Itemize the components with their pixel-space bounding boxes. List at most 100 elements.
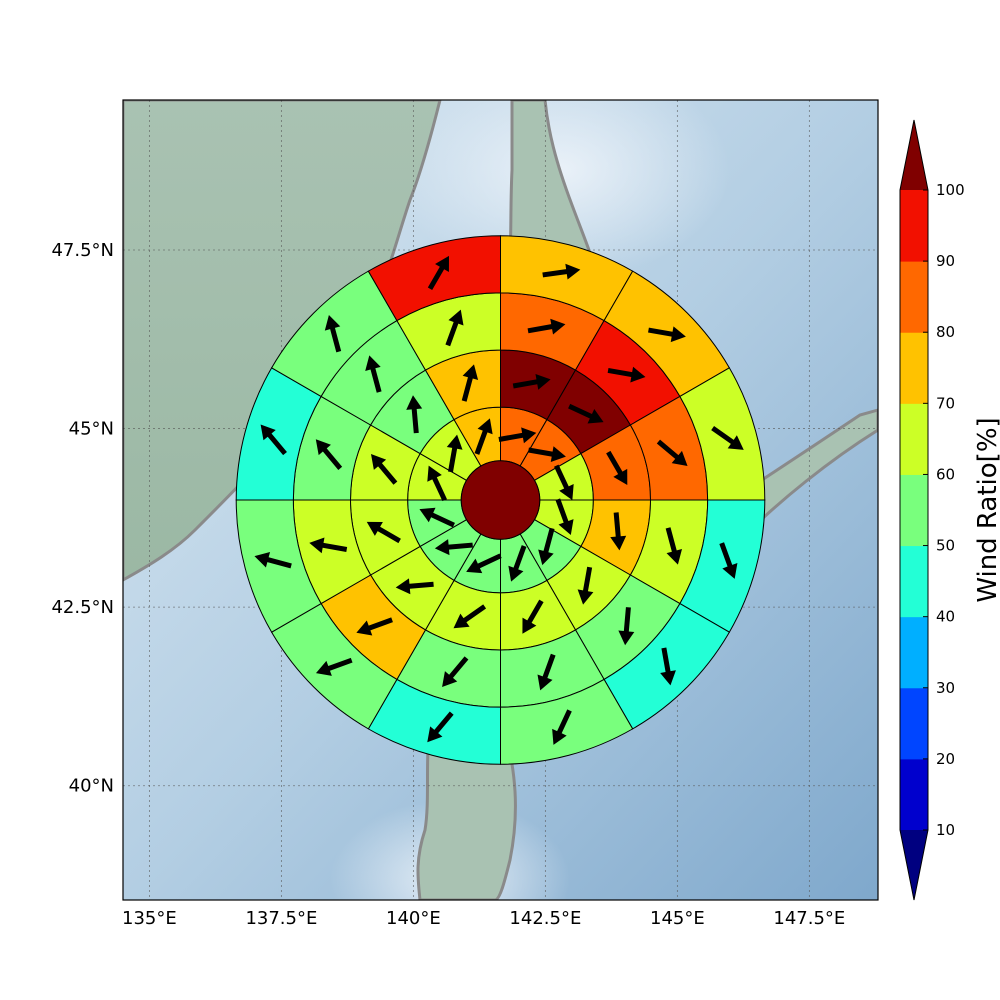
wind-arrow [527, 318, 566, 335]
wind-arrow [538, 527, 555, 566]
wind-arrow [434, 539, 473, 556]
wind-arrow-shape [607, 366, 646, 383]
wind-arrow-shape [0, 0, 19, 8]
wind-arrow-shape [711, 426, 744, 450]
colorbar-band [900, 687, 928, 760]
wind-arrow [254, 551, 292, 569]
wind-arrow [365, 355, 382, 393]
wind-arrow-shape [719, 542, 738, 579]
wind-arrow [0, 0, 19, 8]
wind-arrow-shape [577, 566, 594, 605]
wind-arrow [0, 0, 19, 8]
colorbar-band [900, 758, 928, 831]
wind-arrow [554, 464, 574, 501]
colorbar-band [900, 474, 928, 547]
wind-arrow-shape [446, 434, 463, 473]
colorbar-label: Wind Ratio[%] [973, 417, 1000, 602]
wind-arrow [552, 709, 572, 745]
colorbar-band [900, 616, 928, 689]
wind-arrow [656, 439, 688, 466]
wind-arrow-shape [0, 0, 19, 8]
wind-arrow-shape [453, 604, 487, 629]
wind-arrow-shape [554, 464, 574, 501]
wind-arrow-shape [508, 545, 527, 582]
wind-arrow [0, 0, 19, 8]
wind-arrow-shape [610, 512, 627, 551]
colorbar-tick-label: 70 [936, 394, 955, 412]
center-disk [460, 460, 541, 540]
y-tick-label: 45°N [69, 419, 114, 440]
wind-arrow-shape [552, 709, 572, 745]
wind-arrow-shape [356, 617, 393, 636]
colorbar-band [900, 332, 928, 404]
wind-arrow [370, 454, 398, 485]
wind-arrow [315, 657, 353, 676]
wind-arrow [406, 395, 423, 434]
wind-arrow-shape [656, 439, 688, 466]
wind-arrow [366, 521, 401, 544]
wind-arrow-shape [406, 395, 423, 434]
colorbar-band [900, 190, 928, 262]
x-tick-label: 137.5°E [245, 908, 317, 929]
wind-arrow [0, 0, 19, 8]
wind-arrow-shape [0, 0, 19, 8]
wind-arrow-shape [0, 0, 19, 8]
map-frame [122, 99, 879, 901]
wind-arrow [665, 527, 683, 565]
colorbar-tick-label: 30 [936, 679, 955, 697]
wind-arrow-shape [461, 364, 479, 402]
wind-arrow-shape [315, 657, 353, 676]
wind-arrow-shape [474, 418, 493, 455]
wind-arrow [0, 0, 19, 8]
wind-arrow-shape [370, 454, 398, 485]
colorbar-tick-label: 20 [936, 750, 955, 768]
x-tick-label: 135°E [122, 908, 177, 929]
y-tick-label: 42.5°N [51, 597, 114, 618]
wind-arrow-shape [648, 326, 686, 343]
wind-arrow [0, 0, 19, 8]
wind-arrow-shape [606, 450, 628, 486]
wind-arrow [0, 0, 19, 8]
wind-arrow [648, 326, 686, 343]
colorbar-tick-label: 80 [936, 323, 955, 341]
wind-arrow-shape [555, 498, 574, 535]
wind-arrow [446, 434, 463, 473]
wind-arrow [427, 255, 449, 291]
wind-arrow [309, 537, 348, 554]
wind-arrow-shape [419, 507, 455, 528]
wind-arrow-shape [512, 373, 551, 390]
wind-arrow-shape [309, 537, 348, 554]
wind-arrow [427, 711, 454, 743]
wind-arrow-shape [427, 711, 454, 743]
wind-arrow [512, 373, 551, 390]
wind-arrow [528, 446, 566, 463]
wind-arrow [461, 364, 479, 402]
wind-arrow-shape [442, 656, 469, 688]
wind-arrow [0, 0, 19, 8]
colorbar-extend-min [900, 830, 928, 900]
wind-arrow [315, 439, 343, 470]
wind-vectors [0, 0, 744, 745]
wind-arrow [453, 604, 487, 629]
wind-arrow [618, 607, 635, 646]
wind-arrow-shape [366, 521, 401, 544]
wind-arrow [568, 403, 604, 424]
colorbar-band [900, 261, 928, 333]
wind-arrow-shape [522, 599, 544, 634]
wind-arrow-shape [568, 403, 604, 424]
wind-arrow [660, 647, 676, 686]
wind-arrow-shape [0, 0, 19, 8]
wind-arrow-shape [427, 465, 447, 502]
wind-arrow-shape [538, 527, 555, 566]
wind-arrow [0, 0, 19, 8]
wind-arrow [610, 512, 627, 551]
wind-arrow-shape [254, 551, 292, 569]
wind-arrow [719, 542, 738, 579]
wind-arrow-shape [365, 355, 382, 393]
wind-arrow [474, 418, 493, 455]
wind-arrow-shape [665, 527, 683, 565]
wind-arrow-shape [498, 427, 537, 444]
wind-arrow [419, 507, 455, 528]
y-tick-label: 47.5°N [51, 240, 114, 261]
wind-arrow-shape [427, 255, 449, 291]
